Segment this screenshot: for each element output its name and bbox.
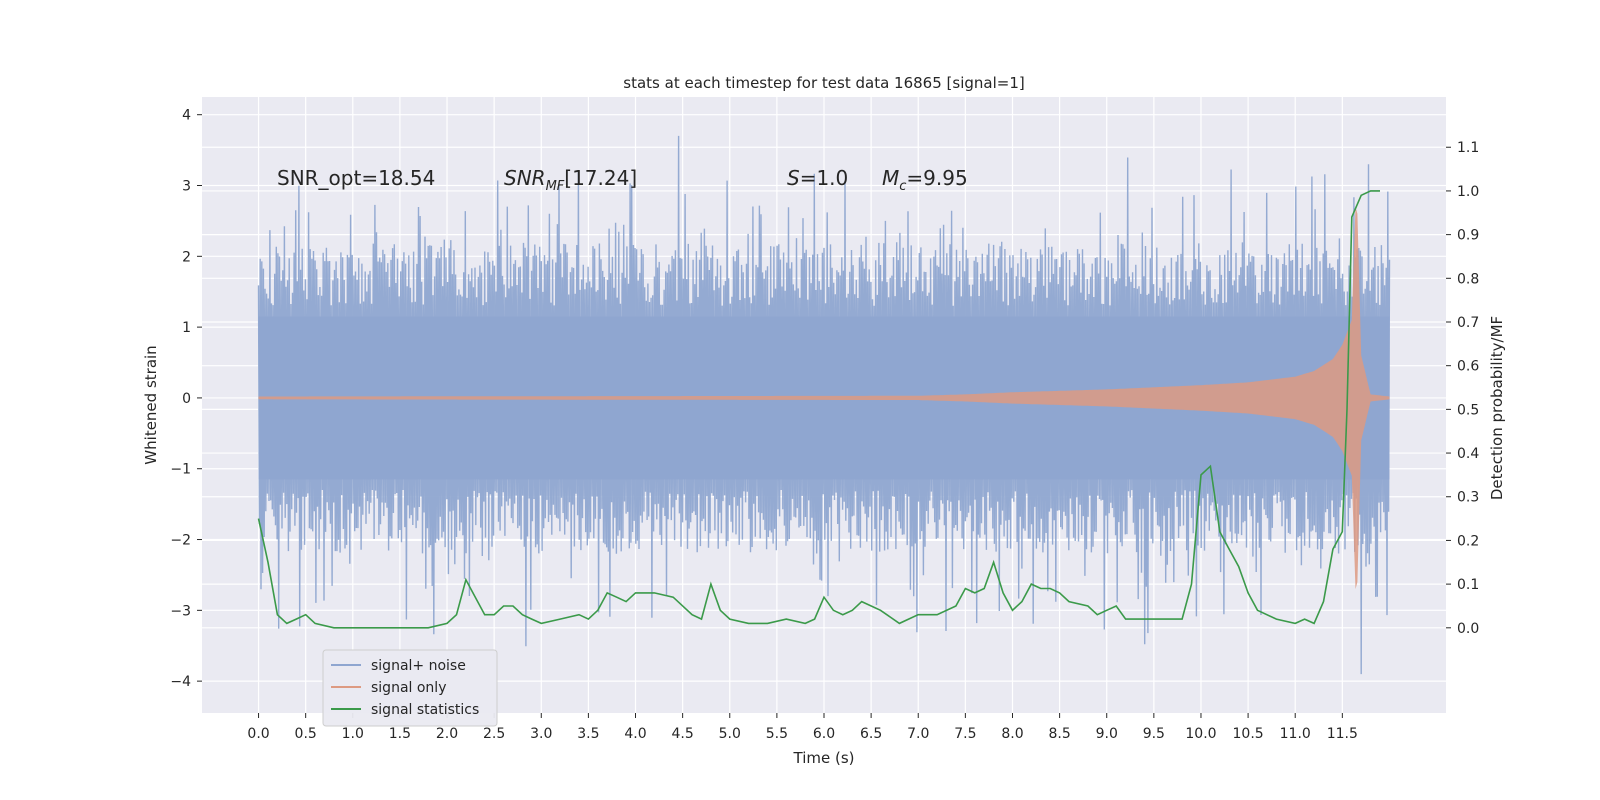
x-tick-label: 0.0	[247, 726, 269, 742]
x-tick-label: 10.5	[1233, 726, 1264, 742]
y2-tick-label: 0.1	[1457, 577, 1479, 593]
x-tick-label: 5.5	[766, 726, 788, 742]
annotation-mc: Mc=9.95	[882, 166, 968, 194]
signal-statistics-line	[257, 190, 1380, 629]
y2-tick-label: 0.0	[1457, 621, 1479, 637]
x-tick-label: 4.0	[624, 726, 646, 742]
legend-label-signal-only: signal only	[371, 680, 446, 696]
y-tick-label: 4	[182, 108, 191, 124]
x-tick-label: 7.5	[954, 726, 976, 742]
y-tick-label: 1	[182, 320, 191, 336]
annotation-snr-mf: SNRMF[17.24]	[504, 166, 637, 194]
y-axis-ticks: 4 3 2 1 0 −1 −2 −3 −4	[170, 108, 202, 690]
series-signal-statistics	[257, 190, 1380, 629]
y2-tick-label: 0.3	[1457, 490, 1479, 506]
annotation-mc-value: =9.95	[906, 166, 967, 190]
x-tick-label: 10.0	[1185, 726, 1216, 742]
y-tick-label: −1	[170, 462, 191, 478]
annotation-s-value: =1.0	[800, 166, 849, 190]
y-tick-label: −2	[170, 533, 191, 549]
x-tick-label: 0.5	[295, 726, 317, 742]
y-tick-label: 3	[182, 179, 191, 195]
y-tick-label: 0	[182, 391, 191, 407]
legend-label-signal-noise: signal+ noise	[371, 658, 466, 674]
x-tick-label: 2.0	[436, 726, 458, 742]
x-tick-label: 8.5	[1048, 726, 1070, 742]
y2-tick-label: 0.4	[1457, 446, 1479, 462]
y2-tick-label: 1.0	[1457, 184, 1479, 200]
x-tick-label: 6.0	[813, 726, 835, 742]
y2-tick-label: 1.1	[1457, 140, 1479, 156]
x-tick-label: 5.0	[719, 726, 741, 742]
annotation-snr-opt: SNR_opt=18.54	[277, 166, 435, 190]
x-axis-ticks: 0.0 0.5 1.0 1.5 2.0 2.5 3.0 3.5 4.0 4.5 5.0 5.5 6.0 6…	[247, 713, 1358, 742]
y2-tick-label: 0.2	[1457, 533, 1479, 549]
signal-only-envelope	[258, 206, 1390, 590]
y2-axis-label: Detection probability/MF	[1488, 316, 1506, 500]
x-tick-label: 4.5	[672, 726, 694, 742]
y2-tick-label: 0.6	[1457, 359, 1479, 375]
y-axis-label: Whitened strain	[142, 345, 160, 464]
chart-title: stats at each timestep for test data 168…	[623, 74, 1024, 92]
legend-label-signal-statistics: signal statistics	[371, 702, 479, 718]
legend: signal+ noise signal only signal statist…	[322, 649, 498, 727]
y2-axis-ticks: 1.1 1.0 0.9 0.8 0.7 0.6 0.5 0.4 0.3 0.2 0.1 0.0	[1446, 140, 1479, 637]
x-tick-label: 11.0	[1280, 726, 1311, 742]
x-tick-label: 1.5	[389, 726, 411, 742]
annotation-s: S=1.0	[787, 166, 848, 190]
y-tick-label: −4	[170, 674, 191, 690]
y2-tick-label: 0.5	[1457, 402, 1479, 418]
y2-tick-label: 0.8	[1457, 271, 1479, 287]
x-tick-label: 9.5	[1143, 726, 1165, 742]
x-tick-label: 6.5	[860, 726, 882, 742]
y-tick-label: −3	[170, 603, 191, 619]
x-tick-label: 3.0	[530, 726, 552, 742]
x-tick-label: 3.5	[577, 726, 599, 742]
x-tick-label: 8.0	[1001, 726, 1023, 742]
x-tick-label: 7.0	[907, 726, 929, 742]
x-tick-label: 9.0	[1096, 726, 1118, 742]
x-axis-label: Time (s)	[793, 749, 855, 767]
y-tick-label: 2	[182, 249, 191, 265]
x-tick-label: 1.0	[342, 726, 364, 742]
series-signal-only	[258, 206, 1390, 590]
y2-tick-label: 0.9	[1457, 228, 1479, 244]
annotation-snr-mf-value: [17.24]	[564, 166, 637, 190]
y2-tick-label: 0.7	[1457, 315, 1479, 331]
x-tick-label: 11.5	[1327, 726, 1358, 742]
x-tick-label: 2.5	[483, 726, 505, 742]
